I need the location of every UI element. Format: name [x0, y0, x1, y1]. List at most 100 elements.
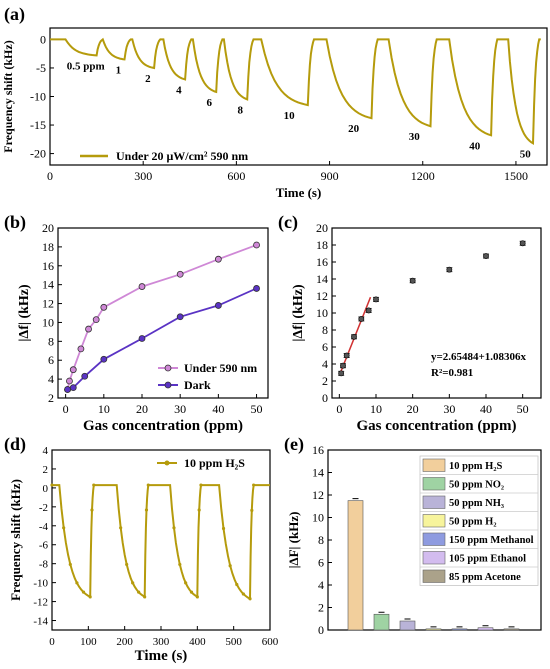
- bar: [451, 628, 468, 631]
- data-point: [119, 526, 123, 530]
- legend-label: 105 ppm Ethanol: [449, 554, 526, 565]
- data-point: [253, 241, 260, 249]
- concentration-label: 20: [348, 123, 360, 135]
- legend-swatch: [422, 532, 446, 546]
- concentration-label: 30: [409, 131, 421, 143]
- data-point: [184, 581, 188, 585]
- data-point: [66, 377, 73, 385]
- y-tick-label: 10: [42, 315, 54, 329]
- legend-label: 10 ppm H₂S: [449, 461, 502, 472]
- x-tick-label: 30: [174, 402, 186, 416]
- y-tick-label: 2: [43, 464, 49, 476]
- legend-swatch: [422, 458, 446, 472]
- legend-label: 50 ppm NH₃: [449, 498, 504, 509]
- y-tick-label: 0: [318, 623, 324, 637]
- legend-label: 85 ppm Acetone: [449, 572, 521, 583]
- data-point: [358, 316, 365, 322]
- panel-label: (b): [4, 212, 26, 233]
- data-point: [340, 362, 346, 369]
- response-curve: [52, 484, 270, 601]
- plot-frame: [57, 227, 269, 399]
- y-tick-label: 16: [42, 259, 54, 273]
- bar: [347, 500, 364, 631]
- panel-label: (a): [4, 4, 25, 25]
- data-point: [92, 316, 100, 324]
- legend-label: Under 590 nm: [184, 361, 257, 375]
- bar: [477, 627, 494, 631]
- concentration-label: 6: [206, 97, 212, 109]
- y-tick-label: 0: [40, 32, 46, 46]
- data-point: [197, 508, 201, 512]
- data-point: [176, 270, 184, 278]
- data-point: [81, 372, 89, 380]
- legend-swatch: [422, 569, 446, 583]
- data-point: [50, 483, 54, 487]
- y-tick-label: 4: [322, 357, 328, 371]
- data-point: [125, 562, 129, 567]
- legend-label: 10 ppm H₂S: [184, 456, 245, 470]
- data-point: [351, 333, 357, 340]
- y-tick-label: 12: [316, 289, 328, 303]
- y-axis-label: |Δf| (kHz): [17, 284, 32, 342]
- y-tick-label: -12: [33, 597, 48, 609]
- fit-r2: R²=0.981: [431, 367, 473, 379]
- y-tick-label: 10: [312, 511, 324, 525]
- concentration-label: 4: [176, 84, 182, 96]
- response-curve: [50, 37, 541, 146]
- x-tick-label: 20: [407, 402, 419, 416]
- data-point: [69, 384, 77, 392]
- x-tick-label: 1200: [411, 169, 435, 183]
- data-point: [172, 526, 176, 530]
- y-tick-label: 2: [318, 601, 324, 615]
- data-point: [446, 266, 453, 273]
- x-tick-label: 900: [321, 169, 339, 183]
- concentration-label: 2: [145, 73, 151, 85]
- legend-swatch: [422, 514, 446, 528]
- data-point: [189, 590, 194, 594]
- y-tick-label: 10: [316, 306, 328, 320]
- y-tick-label: 0: [43, 483, 49, 495]
- data-point: [62, 526, 66, 530]
- y-tick-label: 16: [312, 443, 324, 457]
- y-tick-label: 14: [316, 272, 328, 286]
- fit-equation: y=2.65484+1.08306x: [431, 351, 527, 363]
- data-point: [235, 582, 239, 587]
- legend-marker: [164, 364, 172, 372]
- y-tick-label: -8: [39, 559, 49, 571]
- data-point: [241, 592, 245, 596]
- data-point: [88, 595, 92, 599]
- x-tick-label: 50: [251, 402, 263, 416]
- y-tick-label: 4: [48, 372, 54, 386]
- x-tick-label: 0: [336, 402, 342, 416]
- data-point: [250, 508, 254, 512]
- data-point: [85, 325, 92, 333]
- data-point: [252, 483, 256, 487]
- data-point: [131, 581, 135, 585]
- data-point: [77, 345, 85, 353]
- y-tick-label: -4: [39, 521, 49, 533]
- x-axis-label: Gas concentration (ppm): [357, 418, 517, 434]
- legend-swatch: [422, 551, 446, 565]
- y-tick-label: 8: [48, 334, 54, 348]
- panel-label: (e): [284, 434, 304, 455]
- legend-marker: [164, 381, 172, 389]
- x-tick-label: 400: [189, 636, 206, 648]
- x-tick-label: 600: [262, 636, 279, 648]
- x-tick-label: 600: [227, 169, 245, 183]
- data-point: [409, 277, 416, 284]
- y-tick-label: 12: [312, 488, 324, 502]
- legend-label: Dark: [184, 378, 211, 392]
- y-tick-label: 6: [318, 556, 324, 570]
- x-tick-label: 300: [153, 636, 170, 648]
- y-tick-label: 14: [312, 466, 324, 480]
- data-point: [69, 366, 77, 374]
- data-point: [90, 508, 94, 512]
- data-point: [137, 590, 141, 594]
- data-point: [214, 302, 222, 309]
- data-point: [138, 283, 146, 290]
- legend-label: 50 ppm NO₂: [449, 480, 504, 491]
- x-axis-label: Gas concentration (ppm): [83, 418, 243, 434]
- x-tick-label: 30: [443, 402, 455, 416]
- data-point: [146, 483, 150, 487]
- data-point: [365, 307, 372, 314]
